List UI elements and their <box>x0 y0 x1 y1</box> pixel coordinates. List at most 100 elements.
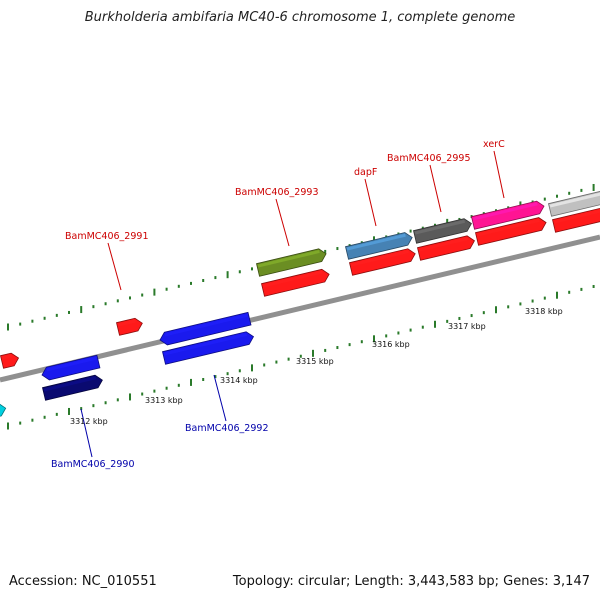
gene-arrow-gray-2995[interactable] <box>413 217 472 244</box>
track-tick <box>251 364 253 372</box>
reverse-track-ticks <box>7 284 595 430</box>
gene-arrow-red-xerC[interactable] <box>475 216 547 246</box>
track-tick <box>397 331 400 335</box>
accession-label: Accession: NC_010551 <box>9 574 157 589</box>
track-tick <box>141 293 144 297</box>
genome-stats-label: Topology: circular; Length: 3,443,583 bp… <box>232 574 590 589</box>
track-tick <box>190 378 192 386</box>
track-tick <box>68 310 70 314</box>
scale-label: 3318 kbp <box>525 307 563 316</box>
track-tick <box>482 311 485 315</box>
scale-label: 3312 kbp <box>70 417 108 426</box>
track-tick <box>116 398 119 402</box>
track-tick <box>409 229 412 233</box>
track-tick <box>68 407 70 415</box>
scale-label: 3316 kbp <box>372 340 410 349</box>
label-leader-line <box>364 178 377 227</box>
gene-arrow-blue-2992a[interactable] <box>158 311 252 346</box>
track-tick <box>543 197 546 201</box>
label-leader-line <box>429 164 442 213</box>
track-tick <box>312 349 314 357</box>
track-tick <box>80 306 83 314</box>
track-tick <box>373 335 375 343</box>
track-tick <box>165 287 168 291</box>
gene-arrow-red-small-a[interactable] <box>0 352 20 369</box>
label-leader-line <box>213 374 227 422</box>
track-tick <box>495 306 497 314</box>
track-tick <box>43 316 46 320</box>
track-tick <box>458 316 461 320</box>
track-tick <box>92 404 95 408</box>
track-tick <box>104 302 107 306</box>
track-tick <box>238 369 241 373</box>
track-tick <box>238 270 241 274</box>
track-tick <box>324 249 327 253</box>
track-tick <box>104 401 107 405</box>
track-tick <box>421 325 424 329</box>
gene-label[interactable]: BamMC406_2995 <box>387 153 470 164</box>
gene-arrow-blue-2992b[interactable] <box>162 330 255 365</box>
label-leader-line <box>80 408 93 458</box>
track-tick <box>592 284 595 288</box>
track-tick <box>19 322 22 326</box>
track-tick <box>470 314 473 318</box>
label-leader-lines <box>80 150 505 458</box>
track-tick <box>214 276 217 280</box>
track-tick <box>299 354 302 358</box>
gene-arrow-red-2995[interactable] <box>417 234 475 261</box>
label-leader-line <box>493 150 505 199</box>
gene-arrow-cyan[interactable] <box>0 402 7 418</box>
track-tick <box>385 334 388 338</box>
track-tick <box>129 393 131 401</box>
track-tick <box>336 247 339 251</box>
gene-features <box>0 190 600 418</box>
track-tick <box>55 313 58 317</box>
gene-label[interactable]: xerC <box>483 139 505 150</box>
gene-label[interactable]: BamMC406_2992 <box>185 423 268 434</box>
track-tick <box>55 412 58 416</box>
track-tick <box>580 287 583 291</box>
gene-arrow-red-2993b[interactable] <box>261 268 330 297</box>
track-tick <box>519 302 522 306</box>
gene-arrow-blue-2990a[interactable] <box>40 354 101 381</box>
track-tick <box>116 299 119 303</box>
track-tick <box>7 422 9 430</box>
gene-labels: BamMC406_2991 BamMC406_2993 dapF BamMC406_2… <box>51 139 505 470</box>
gene-arrow-green-2993[interactable] <box>256 247 327 277</box>
gene-arrow-magenta-xerC[interactable] <box>471 200 545 230</box>
track-tick <box>7 323 9 331</box>
gene-label[interactable]: BamMC406_2990 <box>51 459 134 470</box>
track-tick <box>287 357 290 361</box>
track-tick <box>507 305 510 309</box>
scale-label: 3317 kbp <box>448 322 486 331</box>
gene-arrow-red-next[interactable] <box>552 206 600 233</box>
track-tick <box>226 372 229 376</box>
gene-label[interactable]: BamMC406_2991 <box>65 231 148 242</box>
track-tick <box>263 363 266 367</box>
track-tick <box>19 421 22 425</box>
scale-label: 3313 kbp <box>145 396 183 405</box>
genome-title: Burkholderia ambifaria MC40-6 chromosome… <box>84 10 516 25</box>
scale-label: 3315 kbp <box>296 357 334 366</box>
gene-label[interactable]: BamMC406_2993 <box>235 187 318 198</box>
track-tick <box>580 188 583 192</box>
track-tick <box>543 296 546 300</box>
track-tick <box>141 392 144 396</box>
track-tick <box>348 343 351 347</box>
track-tick <box>592 183 595 191</box>
track-tick <box>360 340 363 344</box>
gene-arrow-steelblue-dapF[interactable] <box>345 231 413 260</box>
track-tick <box>202 278 205 282</box>
gene-arrow-silver-next[interactable] <box>548 190 600 217</box>
track-tick <box>568 290 571 294</box>
gene-arrow-navy-2990b[interactable] <box>42 374 103 401</box>
gene-label[interactable]: dapF <box>354 167 377 178</box>
track-tick <box>556 194 558 198</box>
track-tick <box>190 281 192 285</box>
gene-arrow-red-small-b[interactable] <box>116 317 143 336</box>
track-tick <box>165 386 168 390</box>
track-tick <box>324 348 327 352</box>
track-tick <box>43 415 46 419</box>
track-tick <box>129 296 131 300</box>
gene-arrow-red-dapF[interactable] <box>349 247 416 276</box>
